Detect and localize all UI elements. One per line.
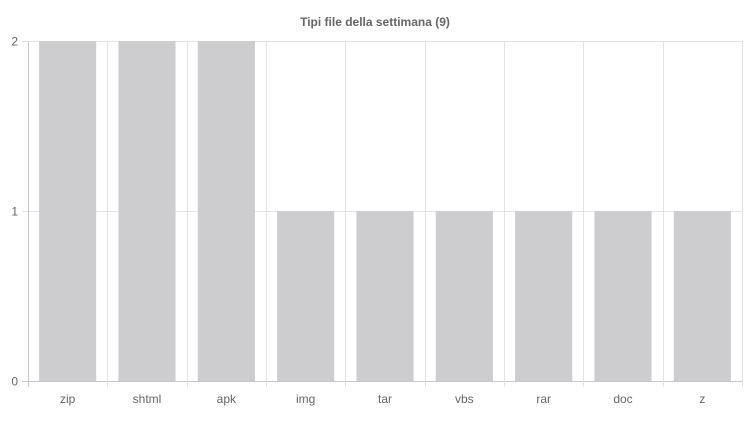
x-tick-label: rar (536, 392, 551, 406)
x-tick-label: zip (60, 392, 76, 406)
x-tick-label: apk (217, 392, 237, 406)
bar-vbs[interactable] (435, 211, 493, 381)
y-tick-label: 0 (11, 375, 18, 389)
x-tick-label: z (699, 392, 705, 406)
bar-img[interactable] (277, 211, 335, 381)
x-tick-label: tar (378, 392, 392, 406)
x-tick-label: img (296, 392, 315, 406)
bar-apk[interactable] (197, 41, 255, 381)
chart-title: Tipi file della settimana (9) (300, 15, 450, 29)
x-tick-label: doc (613, 392, 632, 406)
bar-rar[interactable] (515, 211, 573, 381)
y-tick-label: 2 (11, 35, 18, 49)
bars (39, 41, 731, 381)
tick-labels: 0 1 2 zip shtml apk img tar vbs rar doc z (11, 35, 705, 407)
x-tick-label: shtml (133, 392, 162, 406)
x-tick-label: vbs (455, 392, 474, 406)
bar-zip[interactable] (39, 41, 97, 381)
bar-z[interactable] (673, 211, 731, 381)
bar-doc[interactable] (594, 211, 652, 381)
bar-shtml[interactable] (118, 41, 176, 381)
bar-tar[interactable] (356, 211, 414, 381)
y-tick-label: 1 (11, 205, 18, 219)
